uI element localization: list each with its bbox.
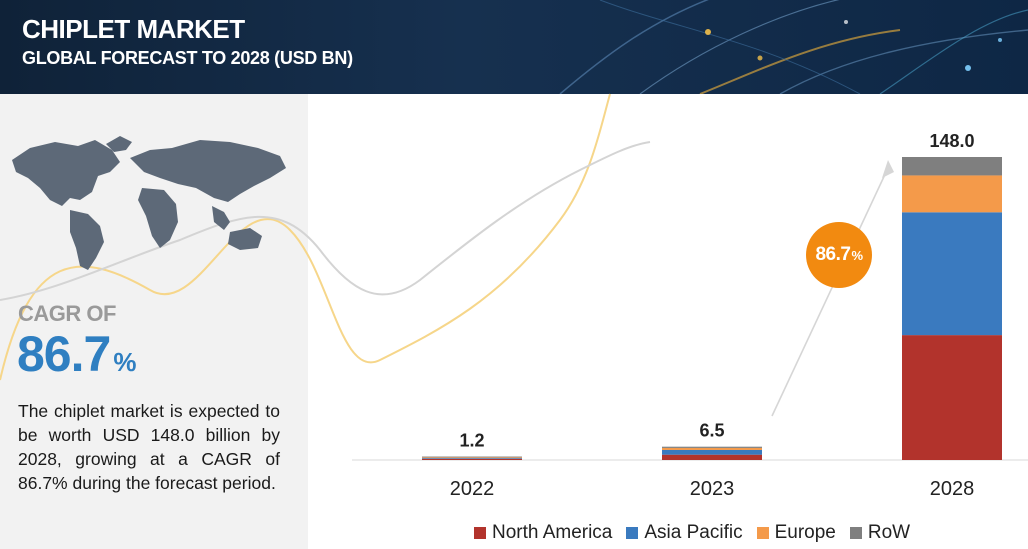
page-subtitle: GLOBAL FORECAST TO 2028 (USD BN) <box>22 48 353 68</box>
labels-layer: 1.2 2022 6.5 2023 148.0 2028 <box>450 131 975 500</box>
legend-item-europe: Europe <box>756 522 836 544</box>
cagr-value: 86.7% <box>17 326 136 390</box>
cagr-label: CAGR OF <box>18 301 116 326</box>
legend-swatch <box>474 527 486 539</box>
x-tick-label-2028: 2028 <box>930 478 975 500</box>
bar-2028-asia-pacific <box>902 212 1002 336</box>
bar-2023-europe <box>662 447 762 450</box>
bar-2023-north-america <box>662 454 762 460</box>
bar-2023-asia-pacific <box>662 449 762 455</box>
cagr-badge-value: 86.7 <box>815 244 851 265</box>
summary-text: The chiplet market is expected to be wor… <box>18 401 280 493</box>
legend-item-row: RoW <box>849 522 911 544</box>
total-label-2028: 148.0 <box>929 131 974 151</box>
bar-2022-europe <box>422 457 522 459</box>
bar-2022-north-america <box>422 458 522 460</box>
banner-background <box>559 0 1028 94</box>
decor-wave-grey <box>0 141 651 301</box>
header-banner: CHIPLET MARKET GLOBAL FORECAST TO 2028 (… <box>0 0 1028 94</box>
total-label-2022: 1.2 <box>459 431 484 451</box>
bar-2028-europe <box>902 175 1002 213</box>
cagr-badge: 86.7% <box>806 222 872 288</box>
legend-label: North America <box>492 522 613 543</box>
legend-swatch <box>849 527 862 539</box>
bar-2023-row <box>662 446 762 448</box>
legend-swatch <box>626 527 639 539</box>
decor-wave-yellow <box>0 93 611 381</box>
bar-2022-row <box>422 456 522 458</box>
total-label-2023: 6.5 <box>699 421 724 441</box>
growth-arrow-icon <box>771 160 894 417</box>
legend-label: Europe <box>774 522 836 543</box>
legend-label: RoW <box>867 522 911 543</box>
legend-label: Asia Pacific <box>644 522 743 543</box>
page-title: CHIPLET MARKET <box>22 14 245 44</box>
x-tick-label-2023: 2023 <box>690 478 735 500</box>
legend-swatch <box>756 527 769 539</box>
cagr-unit: % <box>113 347 136 377</box>
world-map-icon <box>12 136 286 270</box>
legend-item-asia-pacific: Asia Pacific <box>626 522 743 544</box>
chart-legend: North America Asia Pacific Europe RoW <box>474 521 924 545</box>
legend-item-north-america: North America <box>474 522 612 544</box>
bars-layer <box>422 157 1002 460</box>
bar-2022-asia-pacific <box>422 458 522 459</box>
cagr-number: 86.7 <box>17 326 111 382</box>
cagr-badge-unit: % <box>851 247 863 263</box>
bar-2028-row <box>902 157 1002 176</box>
bar-2028-north-america <box>902 335 1002 460</box>
x-tick-label-2022: 2022 <box>450 478 495 500</box>
